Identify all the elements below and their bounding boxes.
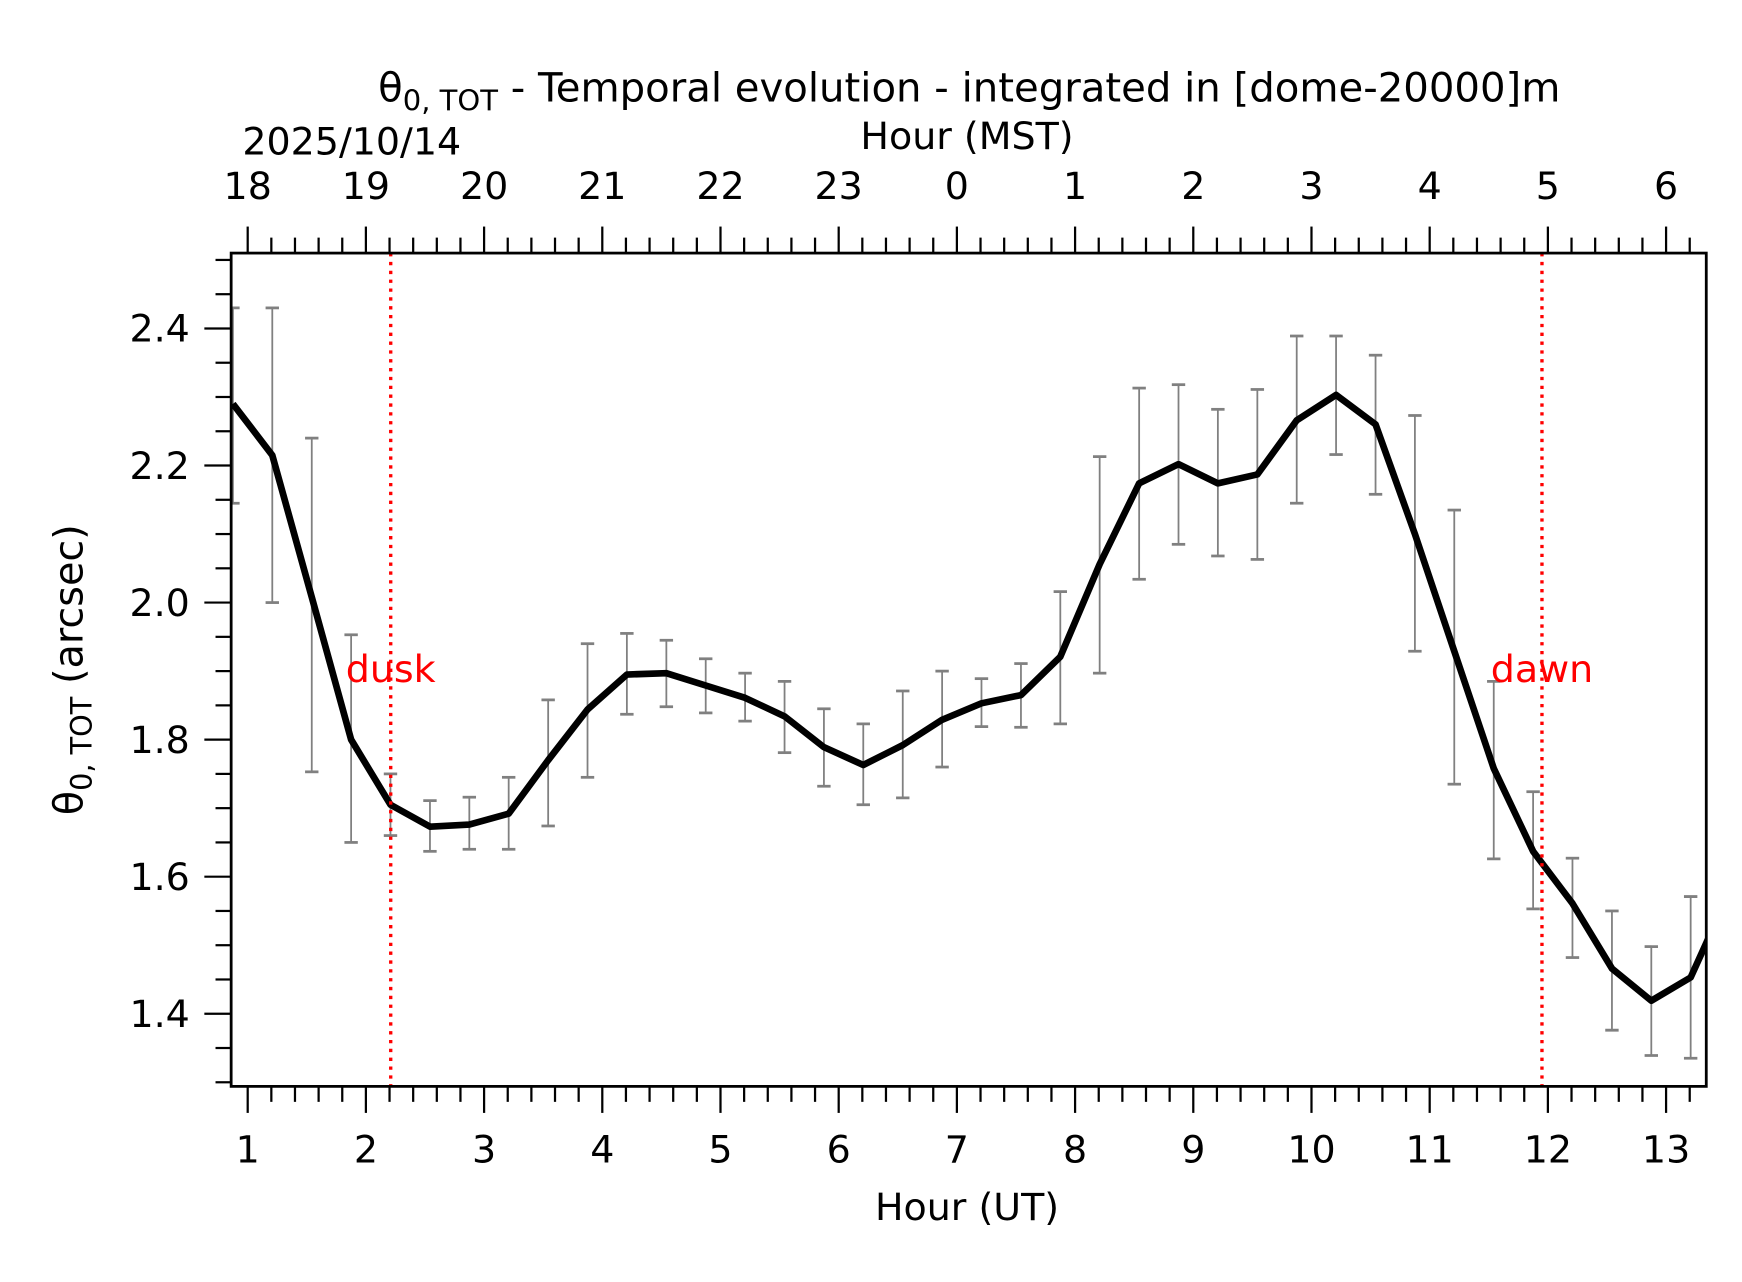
- dusk-label: dusk: [346, 647, 436, 691]
- x-tick-label: 3: [472, 1128, 496, 1172]
- top-x-tick-label: 0: [945, 164, 969, 208]
- top-x-tick-label: 6: [1654, 164, 1678, 208]
- y-tick-label: 2.0: [129, 581, 189, 625]
- y-tick-label: 1.8: [129, 718, 189, 762]
- y-tick-label: 2.2: [129, 444, 189, 488]
- y-axis-label: θ0, TOT (arcsec): [46, 524, 98, 815]
- date-label: 2025/10/14: [242, 120, 461, 164]
- ylabel-text: (arcsec): [46, 524, 92, 696]
- y-tick-label: 1.4: [129, 992, 189, 1036]
- series-line: [231, 391, 1707, 1005]
- top-x-tick-label: 22: [696, 164, 744, 208]
- x-tick-label: 6: [827, 1128, 851, 1172]
- top-x-tick-label: 20: [460, 164, 508, 208]
- top-x-tick-label: 19: [342, 164, 390, 208]
- plot-frame: [229, 251, 1708, 1088]
- top-x-tick-label: 18: [224, 164, 272, 208]
- chart-title: θ0, TOT - Temporal evolution - integrate…: [378, 66, 1560, 118]
- x-tick-label: 4: [590, 1128, 614, 1172]
- x-axis-label: Hour (UT): [875, 1185, 1059, 1229]
- top-x-tick-label: 5: [1536, 164, 1560, 208]
- x-tick-label: 1: [236, 1128, 260, 1172]
- x-tick-label: 13: [1642, 1128, 1690, 1172]
- x-tick-label: 9: [1181, 1128, 1205, 1172]
- top-x-tick-label: 23: [815, 164, 863, 208]
- title-subscript: 0, TOT: [403, 84, 499, 118]
- title-text: - Temporal evolution - integrated in [do…: [498, 66, 1560, 112]
- y-tick-label: 1.6: [129, 855, 189, 899]
- x-tick-label: 8: [1063, 1128, 1087, 1172]
- top-x-axis-label: Hour (MST): [860, 114, 1073, 158]
- x-tick-label: 12: [1524, 1128, 1572, 1172]
- y-tick-label: 2.4: [129, 307, 189, 351]
- x-tick-label: 5: [708, 1128, 732, 1172]
- ylabel-subscript: 0, TOT: [64, 696, 98, 791]
- x-tick-label: 2: [354, 1128, 378, 1172]
- x-tick-label: 7: [945, 1128, 969, 1172]
- top-x-tick-label: 21: [578, 164, 626, 208]
- top-x-tick-label: 1: [1063, 164, 1087, 208]
- ylabel-symbol: θ: [46, 791, 92, 815]
- dawn-label: dawn: [1491, 647, 1593, 691]
- x-tick-label: 10: [1287, 1128, 1335, 1172]
- top-x-tick-label: 2: [1181, 164, 1205, 208]
- top-x-tick-label: 4: [1418, 164, 1442, 208]
- title-symbol: θ: [378, 66, 403, 112]
- x-tick-label: 11: [1406, 1128, 1454, 1172]
- top-x-tick-label: 3: [1299, 164, 1323, 208]
